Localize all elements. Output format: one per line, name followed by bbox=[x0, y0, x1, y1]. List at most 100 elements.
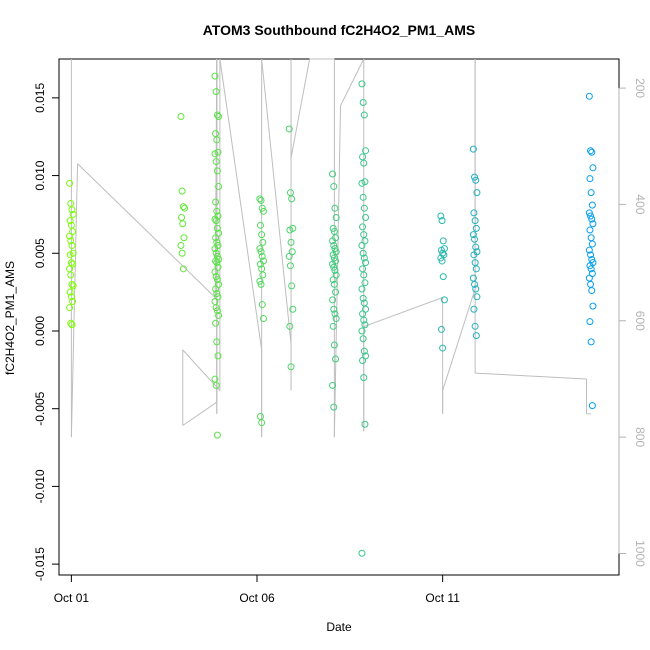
data-point bbox=[180, 234, 188, 242]
data-point bbox=[67, 271, 75, 279]
data-point bbox=[329, 296, 337, 304]
data-point bbox=[439, 237, 447, 245]
secondary-y-tick-label: 600 bbox=[633, 311, 647, 331]
data-point bbox=[286, 262, 294, 270]
data-point bbox=[330, 280, 338, 288]
data-point bbox=[588, 255, 596, 263]
data-point bbox=[472, 265, 480, 273]
data-point bbox=[258, 301, 266, 309]
data-point bbox=[358, 285, 366, 293]
data-point bbox=[360, 271, 368, 279]
data-point bbox=[359, 193, 367, 201]
data-point bbox=[472, 243, 480, 251]
data-point bbox=[587, 189, 595, 197]
data-point bbox=[67, 293, 75, 301]
altitude-line-segment bbox=[219, 58, 263, 350]
data-point bbox=[211, 215, 219, 223]
data-point bbox=[330, 182, 338, 190]
data-point bbox=[360, 159, 368, 167]
data-point bbox=[286, 189, 294, 197]
data-point bbox=[587, 265, 595, 273]
data-point bbox=[289, 305, 297, 313]
data-point bbox=[589, 164, 597, 172]
data-point bbox=[285, 125, 293, 133]
data-point bbox=[258, 204, 266, 212]
data-point bbox=[66, 288, 74, 296]
data-point bbox=[258, 419, 266, 427]
altitude-line-segment bbox=[363, 297, 443, 328]
data-point bbox=[439, 249, 447, 257]
data-point bbox=[178, 214, 186, 222]
data-point bbox=[589, 220, 597, 228]
data-point bbox=[329, 251, 337, 259]
data-point bbox=[259, 315, 267, 323]
data-point bbox=[213, 167, 221, 175]
data-point bbox=[362, 259, 370, 267]
data-point bbox=[179, 265, 187, 273]
data-point bbox=[212, 304, 220, 312]
data-point bbox=[359, 153, 367, 161]
data-point bbox=[257, 280, 265, 288]
data-point bbox=[359, 249, 367, 257]
data-point bbox=[588, 240, 596, 248]
altitude-line-segment bbox=[182, 401, 218, 426]
data-point bbox=[332, 355, 340, 363]
y-axis: -0.015 -0.010 -0.005 0.000 0.005 0.010 0.015 bbox=[33, 83, 60, 581]
data-point bbox=[358, 242, 366, 250]
data-point bbox=[256, 412, 264, 420]
data-point bbox=[585, 246, 593, 254]
data-point bbox=[359, 335, 367, 343]
data-point bbox=[359, 310, 367, 318]
data-point bbox=[213, 238, 221, 246]
data-point bbox=[361, 420, 369, 428]
data-point bbox=[329, 260, 337, 268]
altitude-lines bbox=[70, 58, 592, 438]
secondary-y-tick-label: 1000 bbox=[633, 540, 647, 567]
data-point bbox=[329, 322, 337, 330]
data-point bbox=[67, 200, 75, 208]
data-point bbox=[439, 344, 447, 352]
data-point bbox=[358, 327, 366, 335]
data-point bbox=[213, 338, 221, 346]
data-point bbox=[330, 263, 338, 271]
data-point bbox=[587, 251, 595, 259]
data-point bbox=[68, 321, 76, 329]
data-point bbox=[286, 322, 294, 330]
data-point bbox=[470, 209, 478, 217]
data-point bbox=[212, 88, 220, 96]
data-point bbox=[213, 259, 221, 267]
data-point bbox=[329, 224, 337, 232]
data-point bbox=[287, 363, 295, 371]
data-point bbox=[68, 280, 76, 288]
x-axis: Oct 01 Oct 06 Oct 11 bbox=[54, 574, 460, 605]
data-point bbox=[330, 242, 338, 250]
data-point bbox=[178, 249, 186, 257]
data-point bbox=[331, 310, 339, 318]
secondary-y-axis: 200 400 600 800 1000 bbox=[618, 78, 647, 567]
data-point bbox=[470, 251, 478, 259]
data-point bbox=[437, 212, 445, 220]
data-point bbox=[330, 341, 338, 349]
altitude-line-segment bbox=[442, 288, 476, 391]
data-point bbox=[332, 288, 340, 296]
data-point bbox=[213, 276, 221, 284]
data-point bbox=[212, 130, 220, 138]
data-point bbox=[213, 111, 221, 119]
data-point bbox=[361, 321, 369, 329]
data-point bbox=[358, 179, 366, 187]
secondary-y-tick-label: 200 bbox=[633, 78, 647, 98]
data-point bbox=[471, 173, 479, 181]
altitude-line-segment bbox=[340, 58, 365, 106]
data-point bbox=[211, 150, 219, 158]
secondary-y-tick-label: 800 bbox=[633, 427, 647, 447]
data-point bbox=[179, 220, 187, 228]
altitude-line-segment bbox=[77, 163, 216, 298]
data-point bbox=[360, 111, 368, 119]
data-point bbox=[439, 273, 447, 281]
data-point bbox=[212, 158, 220, 166]
data-point bbox=[331, 245, 339, 253]
data-point bbox=[588, 215, 596, 223]
data-point bbox=[213, 136, 221, 144]
data-point bbox=[588, 201, 596, 209]
data-point bbox=[359, 294, 367, 302]
